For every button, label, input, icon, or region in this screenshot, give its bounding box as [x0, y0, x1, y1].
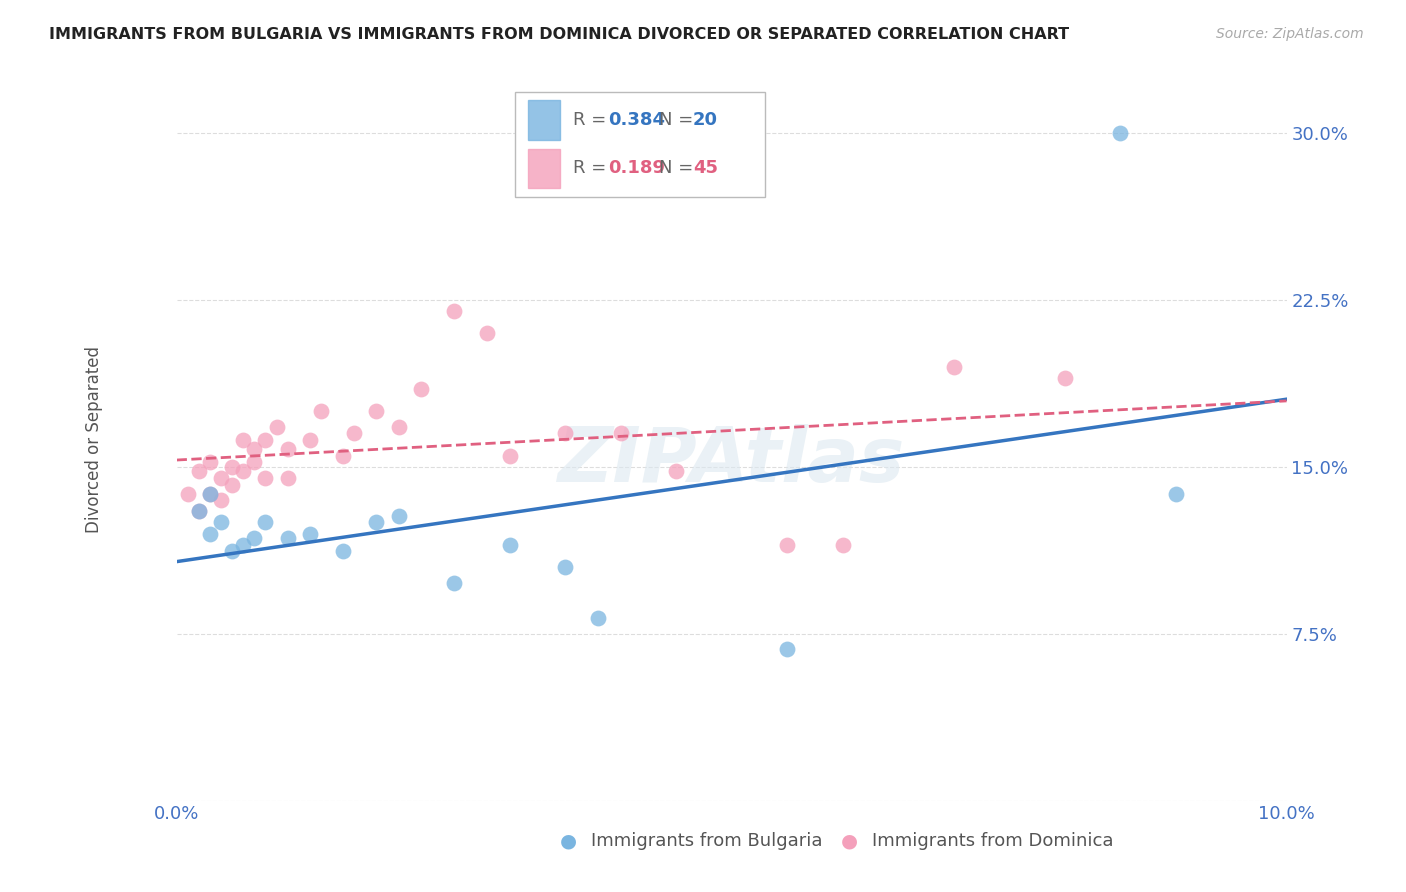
Text: R =: R =: [572, 160, 612, 178]
Text: Source: ZipAtlas.com: Source: ZipAtlas.com: [1216, 27, 1364, 41]
Point: [298, 526, 321, 541]
Point: [588, 611, 610, 625]
Point: [198, 486, 221, 500]
Text: R =: R =: [572, 112, 612, 129]
Point: [198, 526, 221, 541]
Point: [609, 426, 631, 441]
Point: [942, 359, 965, 374]
Point: [366, 404, 388, 418]
Point: [209, 516, 232, 530]
Text: IMMIGRANTS FROM BULGARIA VS IMMIGRANTS FROM DOMINICA DIVORCED OR SEPARATED CORRE: IMMIGRANTS FROM BULGARIA VS IMMIGRANTS F…: [49, 27, 1070, 42]
Point: [309, 404, 332, 418]
Point: [243, 455, 266, 469]
Point: [177, 486, 200, 500]
Point: [498, 449, 520, 463]
Point: [277, 531, 299, 545]
Point: [243, 531, 266, 545]
Text: 0.384: 0.384: [609, 112, 665, 129]
Point: [221, 477, 243, 491]
Point: [232, 433, 254, 447]
FancyBboxPatch shape: [529, 149, 560, 188]
Text: 45: 45: [693, 160, 718, 178]
Point: [343, 426, 366, 441]
Point: [1164, 486, 1187, 500]
Text: ●: ●: [560, 831, 576, 850]
Point: [1053, 371, 1076, 385]
Point: [831, 538, 853, 552]
Point: [443, 304, 465, 318]
Text: Immigrants from Dominica: Immigrants from Dominica: [872, 831, 1114, 850]
Point: [232, 538, 254, 552]
Point: [187, 464, 209, 478]
Point: [366, 516, 388, 530]
Point: [221, 459, 243, 474]
Point: [243, 442, 266, 456]
Point: [254, 433, 277, 447]
Point: [554, 560, 576, 574]
Point: [388, 419, 411, 434]
Point: [443, 575, 465, 590]
Point: [554, 426, 576, 441]
Point: [254, 471, 277, 485]
Point: [209, 471, 232, 485]
Point: [198, 486, 221, 500]
Text: N =: N =: [659, 112, 699, 129]
Point: [665, 464, 688, 478]
Point: [332, 544, 354, 558]
Text: N =: N =: [659, 160, 699, 178]
Point: [776, 642, 799, 657]
Y-axis label: Divorced or Separated: Divorced or Separated: [86, 345, 103, 533]
FancyBboxPatch shape: [515, 92, 765, 197]
FancyBboxPatch shape: [529, 100, 560, 140]
Point: [198, 455, 221, 469]
Text: 20: 20: [693, 112, 718, 129]
Point: [298, 433, 321, 447]
Text: Immigrants from Bulgaria: Immigrants from Bulgaria: [591, 831, 823, 850]
Point: [332, 449, 354, 463]
Point: [254, 516, 277, 530]
Text: ZIPAtlas: ZIPAtlas: [558, 424, 905, 498]
Text: ●: ●: [841, 831, 858, 850]
Point: [388, 508, 411, 523]
Point: [187, 504, 209, 518]
Point: [498, 538, 520, 552]
Point: [277, 442, 299, 456]
Point: [277, 471, 299, 485]
Point: [266, 419, 288, 434]
Point: [209, 493, 232, 508]
Point: [187, 504, 209, 518]
Point: [232, 464, 254, 478]
Point: [221, 544, 243, 558]
Point: [776, 538, 799, 552]
Point: [477, 326, 499, 341]
Point: [409, 382, 432, 396]
Point: [1109, 126, 1132, 140]
Text: 0.189: 0.189: [609, 160, 665, 178]
